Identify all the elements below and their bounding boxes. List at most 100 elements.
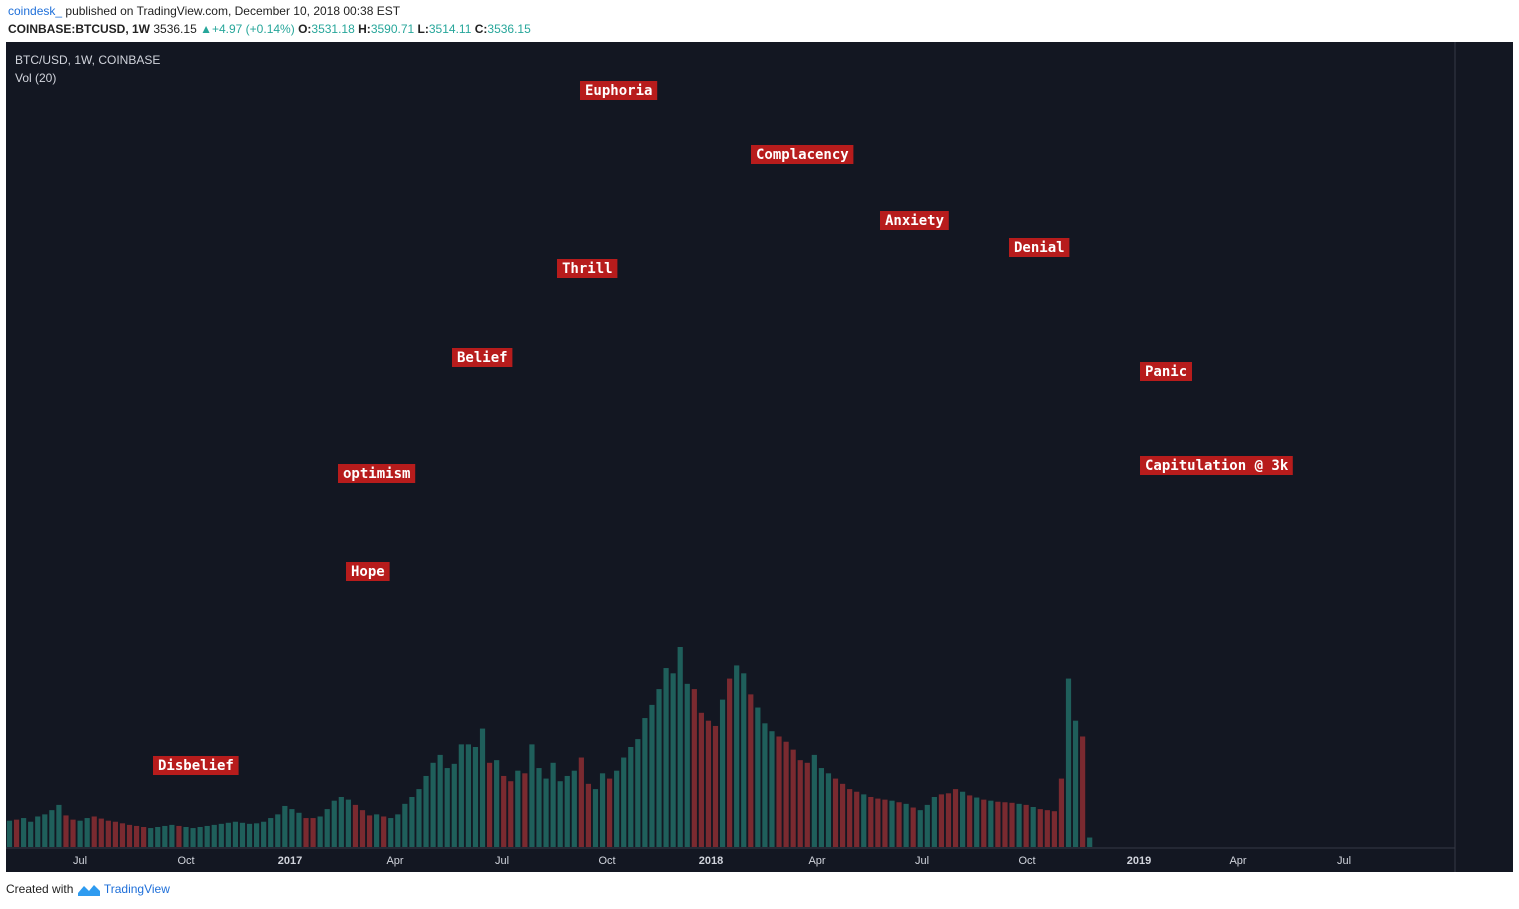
volume-bar-131 (931, 797, 937, 847)
volume-bar-78 (557, 781, 563, 847)
volume-bar-64 (458, 744, 464, 847)
volume-bar-110 (783, 741, 789, 847)
volume-bar-91 (649, 704, 655, 847)
volume-bar-88 (628, 747, 634, 847)
phase-label-bg-7 (880, 211, 949, 230)
published-text: published on TradingView.com, December 1… (65, 4, 401, 18)
author-link[interactable]: coindesk_ (8, 4, 63, 18)
phase-label-8: Denial (1014, 240, 1065, 256)
volume-bar-136 (967, 795, 973, 847)
volume-bar-150 (1065, 678, 1072, 847)
phase-label-4: Thrill (562, 261, 613, 277)
volume-bar-77 (550, 762, 556, 847)
volume-bar-19 (141, 827, 147, 847)
volume-bar-34 (246, 823, 253, 847)
phase-label-bg-8 (1009, 238, 1070, 257)
volume-bar-41 (296, 812, 302, 847)
volume-bar-103 (734, 665, 740, 847)
volume-bar-105 (748, 694, 754, 847)
volume-bar-135 (960, 791, 966, 847)
volume-bar-80 (571, 770, 577, 847)
phase-label-1: Hope (351, 564, 385, 580)
volume-bar-107 (762, 723, 768, 847)
volume-bar-125 (889, 800, 895, 847)
phase-label-bg-4 (557, 259, 618, 278)
volume-bar-21 (155, 827, 161, 847)
volume-bar-99 (705, 720, 712, 847)
volume-bar-139 (988, 800, 994, 847)
volume-bar-115 (818, 768, 824, 847)
volume-bar-62 (444, 768, 450, 847)
volume-bar-49 (352, 804, 359, 847)
volume-bar-133 (945, 793, 952, 847)
volume-bar-2 (21, 818, 27, 847)
volume-bar-27 (197, 827, 203, 847)
time-axis[interactable]: Jul Oct 2017 Apr Jul Oct 2018 Apr Jul Oct 2019 Apr J… (73, 855, 1351, 867)
phase-label-7: Anxiety (885, 213, 945, 229)
phase-label-bg-2 (338, 464, 416, 483)
volume-bar-79 (564, 775, 570, 847)
volume-bar-114 (811, 754, 817, 847)
time-tick-4: Jul (495, 855, 509, 867)
volume-bar-13 (98, 818, 104, 847)
volume-bar-116 (825, 773, 832, 847)
volume-bar-31 (225, 822, 231, 847)
high-value: 3590.71 (370, 22, 415, 36)
volume-bar-82 (585, 783, 592, 847)
volume-bar-106 (755, 707, 761, 847)
volume-bar-5 (42, 814, 48, 847)
volume-bar-83 (592, 789, 599, 847)
volume-bar-56 (402, 803, 408, 847)
volume-bar-42 (303, 818, 309, 847)
price-chart[interactable]: Disbelief Hope optimism Belief Thrill Euphori… (6, 42, 1513, 872)
phase-label-bg-1 (346, 562, 390, 581)
volume-bar-102 (727, 678, 733, 847)
volume-bar-43 (310, 818, 316, 847)
volume-bar-29 (211, 824, 217, 847)
volume-bar-151 (1072, 720, 1079, 847)
volume-bar-4 (35, 816, 41, 847)
volume-bar-17 (126, 824, 133, 847)
volume-bar-84 (599, 773, 606, 847)
volume-bar-113 (804, 762, 810, 847)
volume-bar-145 (1030, 807, 1036, 847)
volume-bar-53 (381, 816, 387, 847)
volume-bar-47 (338, 797, 344, 847)
volume-bar-108 (769, 731, 775, 847)
volume-bar-9 (70, 819, 76, 847)
phase-label-9: Panic (1145, 364, 1187, 380)
last-price: 3536.15 (153, 22, 197, 36)
chart-panel[interactable]: Disbelief Hope optimism Belief Thrill Euphori… (6, 42, 1513, 872)
volume-bar-76 (543, 778, 549, 847)
tradingview-link[interactable]: TradingView (103, 882, 170, 896)
time-tick-9: Oct (1018, 855, 1035, 867)
volume-bar-59 (423, 775, 429, 847)
time-tick-6: 2018 (699, 855, 723, 867)
phase-labels: Disbelief Hope optimism Belief Thrill Euphori… (153, 81, 1293, 775)
phase-label-0: Disbelief (158, 758, 234, 774)
volume-bar-86 (614, 770, 620, 847)
volume-bar-63 (451, 763, 457, 847)
tradingview-logo-icon (77, 884, 100, 896)
time-tick-12: Jul (1337, 855, 1351, 867)
volume-bar-144 (1023, 804, 1029, 847)
low-value: 3514.11 (428, 22, 472, 36)
volume-bar-95 (677, 647, 683, 847)
volume-bar-30 (218, 823, 224, 847)
time-tick-7: Apr (808, 855, 825, 867)
volume-bar-35 (254, 823, 260, 847)
volume-bar-138 (981, 799, 987, 847)
volume-bar-0 (6, 820, 13, 847)
volume-bar-101 (719, 699, 726, 847)
volume-bar-70 (501, 775, 507, 847)
volume-bar-75 (536, 768, 542, 847)
symbol-label: COINBASE:BTCUSD, 1W (8, 22, 151, 36)
volume-bar-85 (607, 778, 613, 847)
phase-label-bg-5 (580, 81, 658, 100)
volume-bar-127 (903, 803, 909, 847)
volume-bar-153 (1087, 837, 1093, 847)
volume-bar-104 (741, 673, 747, 847)
phase-label-3: Belief (457, 350, 508, 366)
volume-bar-18 (133, 825, 140, 847)
volume-bar-87 (621, 757, 627, 847)
